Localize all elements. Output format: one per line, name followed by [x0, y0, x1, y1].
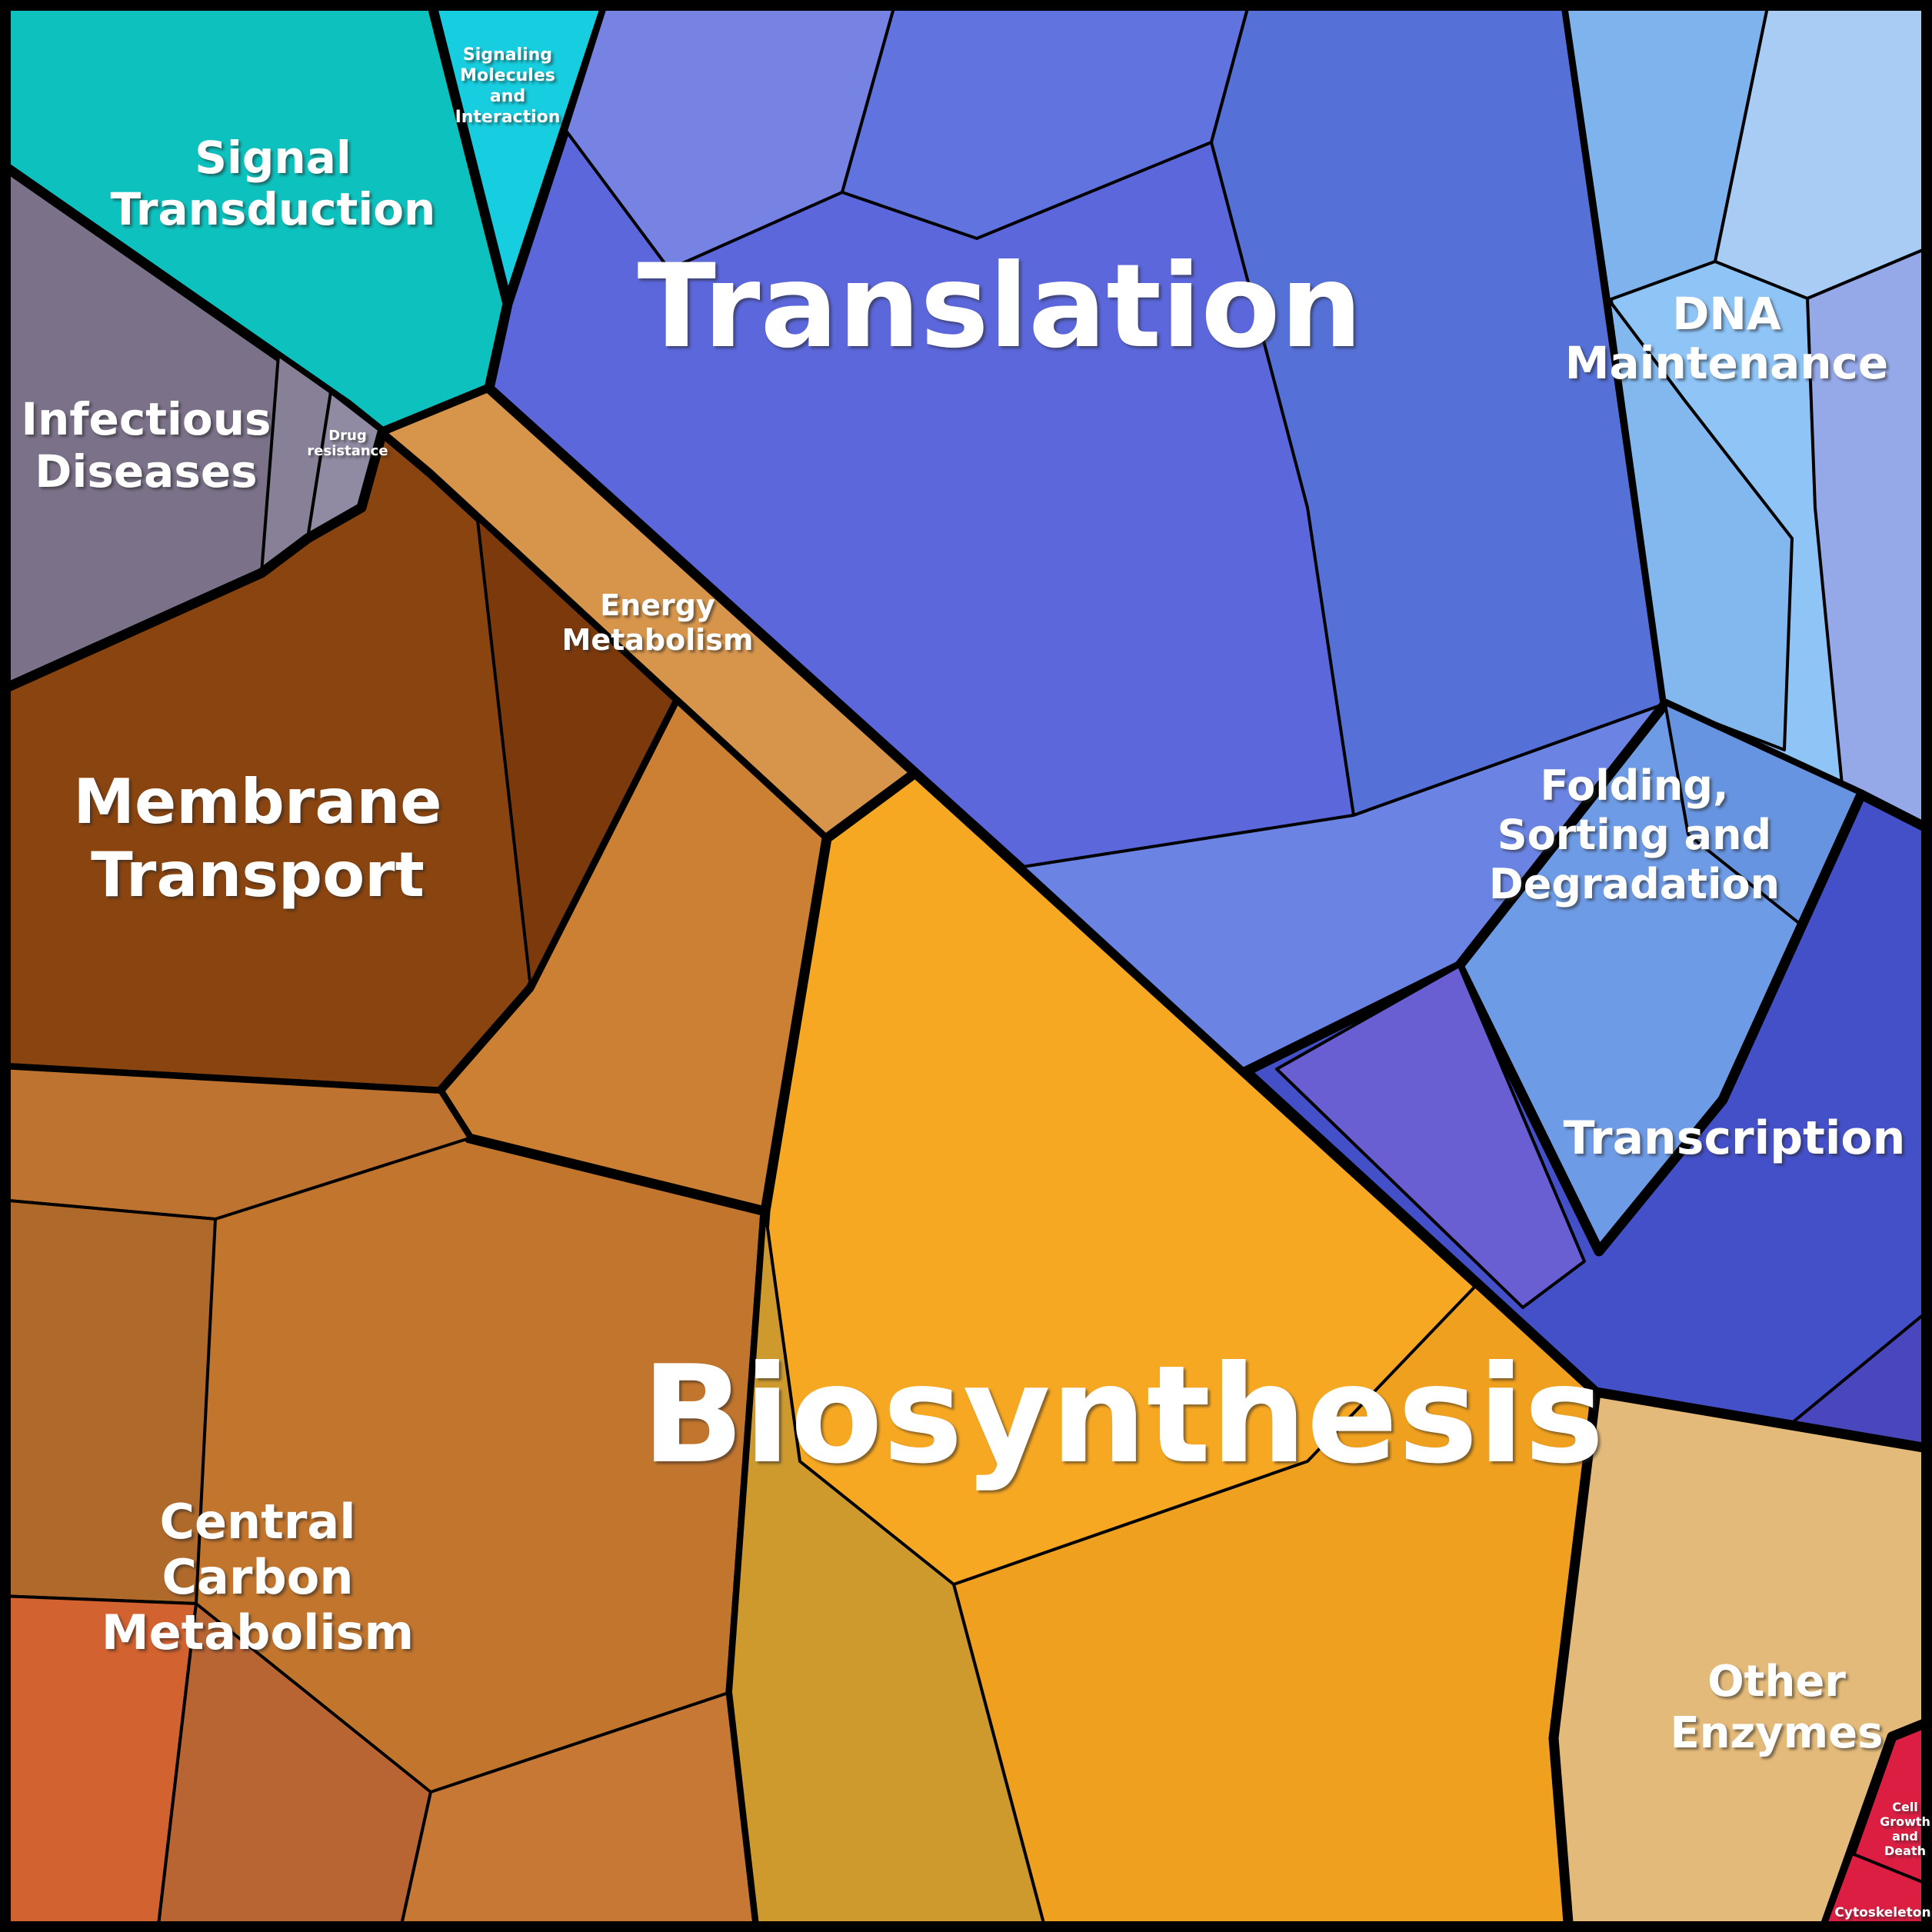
label-membrane-transport-1: Membrane [73, 766, 441, 838]
region-dna-maintenance-sub3 [1806, 245, 1932, 832]
label-infectious-diseases-2: Diseases [35, 445, 257, 498]
label-signaling-molecules-4: Interaction [455, 108, 561, 127]
region-translation-sub2 [841, 0, 1251, 240]
label-other-enzymes-1: Other [1707, 1657, 1846, 1707]
region-dna-maintenance-sub4 [1607, 298, 1794, 751]
region-translation-sub1 [565, 0, 898, 271]
label-energy-metabolism-1: Energy [600, 588, 715, 622]
label-signaling-molecules-3: and [490, 87, 525, 106]
label-energy-metabolism-2: Metabolism [562, 623, 754, 657]
region-ccm-red-corner [0, 1594, 198, 1932]
region-ccm-bottom-right [398, 1690, 760, 1932]
label-signal-transduction-1: Signal [195, 132, 351, 184]
label-cell-growth-2: Growth [1880, 1814, 1930, 1829]
label-dna-maintenance-1: DNA [1672, 288, 1781, 340]
label-folding-1: Folding, [1540, 761, 1728, 810]
label-signal-transduction-2: Transduction [111, 183, 436, 235]
label-other-enzymes-2: Enzymes [1671, 1708, 1884, 1758]
label-signaling-molecules-2: Molecules [460, 66, 555, 85]
label-folding-2: Sorting and [1497, 811, 1771, 859]
label-membrane-transport-2: Transport [91, 839, 425, 911]
label-dna-maintenance-2: Maintenance [1565, 337, 1889, 389]
label-cytoskeleton: Cytoskeleton [1834, 1905, 1930, 1920]
label-ccm-1: Central [160, 1494, 356, 1550]
region-transcription-wedge [1275, 964, 1586, 1309]
label-cell-growth-4: Death [1884, 1844, 1926, 1858]
label-folding-3: Degradation [1489, 860, 1780, 908]
region-biosynthesis-left [729, 1210, 1048, 1932]
label-ccm-2: Carbon [162, 1549, 353, 1605]
label-infectious-diseases-1: Infectious [21, 393, 271, 445]
region-ccm-bottom-mid [156, 1602, 432, 1932]
region-ccm-top-band [0, 1066, 471, 1221]
label-transcription: Transcription [1564, 1111, 1906, 1165]
region-cytoskeleton [1821, 1852, 1932, 1932]
label-cell-growth-1: Cell [1892, 1800, 1918, 1814]
label-ccm-3: Metabolism [102, 1604, 414, 1661]
label-biosynthesis: Biosynthesis [641, 1337, 1604, 1494]
label-signaling-molecules-1: Signaling [463, 45, 552, 65]
region-transcription [1241, 789, 1932, 1454]
label-translation: Translation [638, 240, 1363, 374]
label-cell-growth-3: and [1892, 1829, 1918, 1844]
label-drug-resistance-1: Drug [328, 428, 367, 444]
label-drug-resistance-2: resistance [307, 443, 388, 459]
